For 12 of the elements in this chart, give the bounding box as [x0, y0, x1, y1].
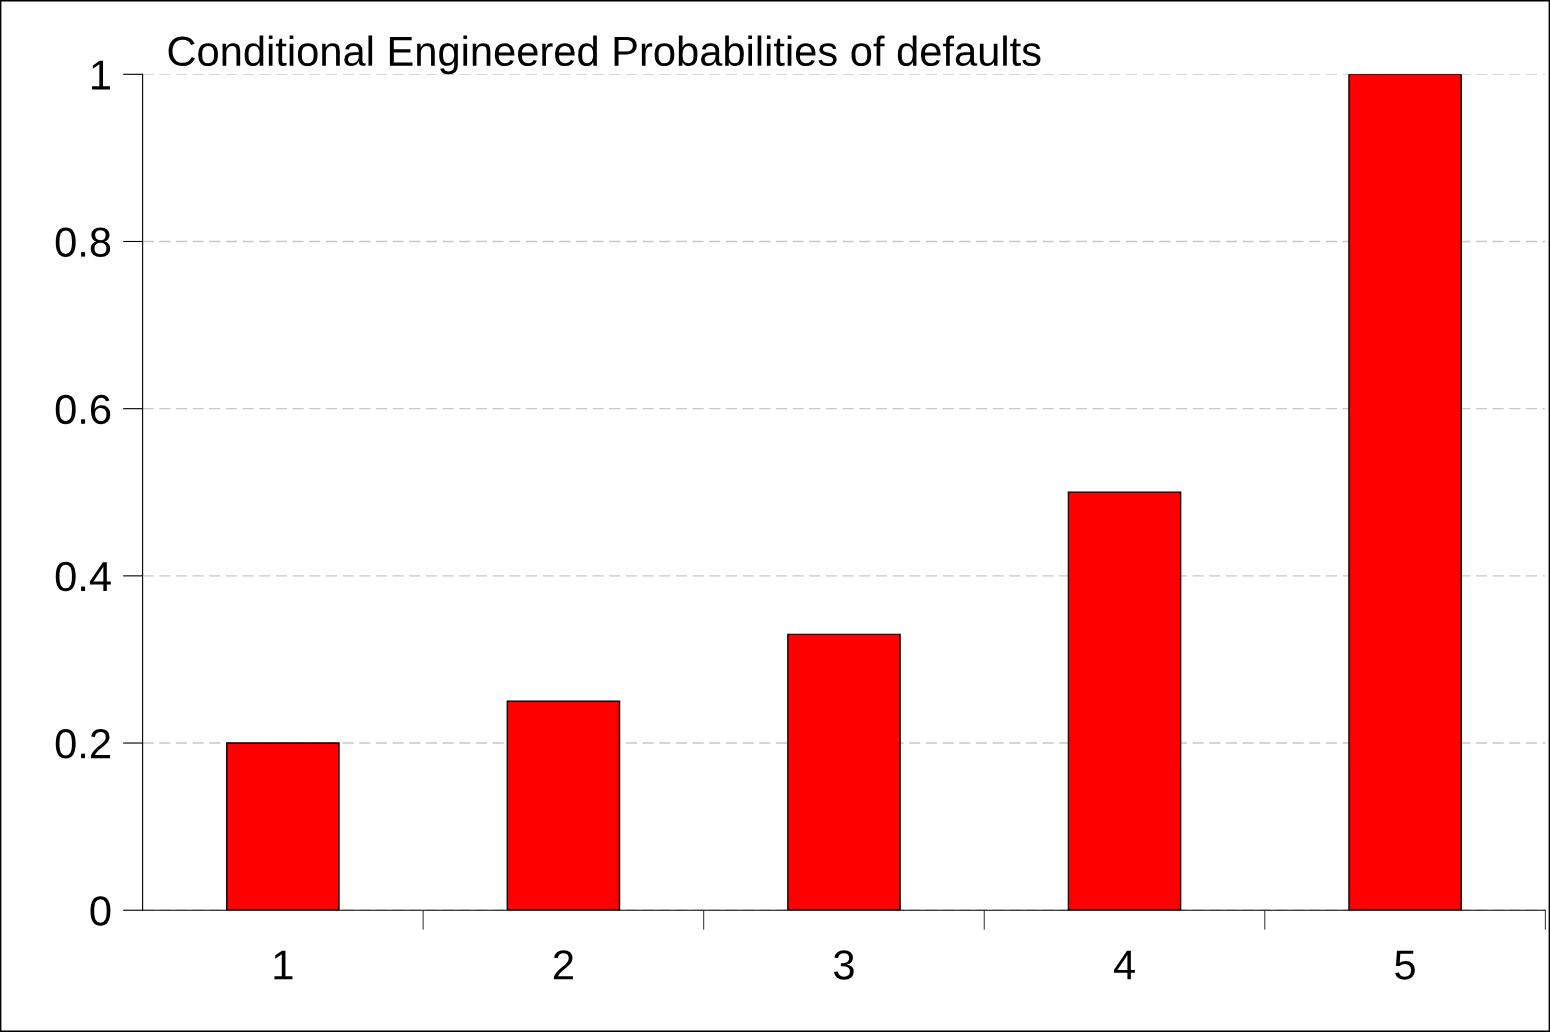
y-tick-label: 1	[92, 60, 111, 90]
x-tick-label: 3	[833, 950, 854, 980]
chart-title: Conditional Engineered Probabilities of defaults	[168, 35, 1041, 75]
y-tick-label: 0.2	[55, 729, 110, 759]
x-tick-label: 1	[274, 950, 293, 980]
x-tick-label: 5	[1395, 950, 1415, 980]
y-tick-label: 0.8	[55, 227, 111, 257]
y-tick-label: 0.4	[55, 561, 111, 592]
x-tick-label: 4	[1113, 950, 1135, 980]
y-tick-label: 0	[90, 896, 111, 926]
x-tick-label: 2	[553, 950, 573, 980]
y-tick-label: 0.6	[55, 394, 111, 425]
